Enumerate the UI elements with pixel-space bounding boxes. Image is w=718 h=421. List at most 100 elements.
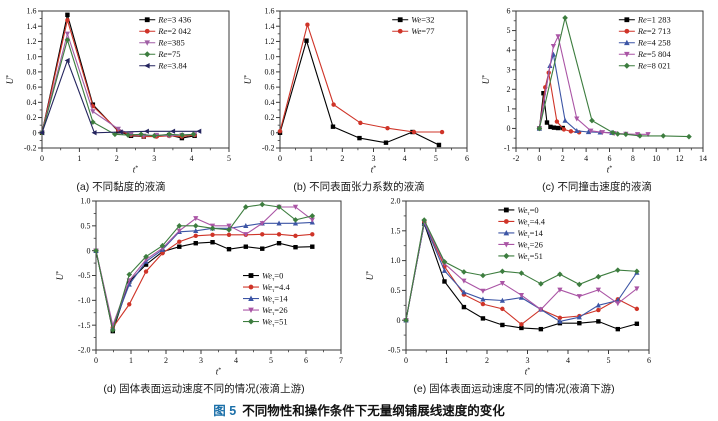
svg-text:5: 5 (434, 154, 438, 163)
svg-text:1: 1 (129, 356, 133, 365)
svg-text:Re=3.84: Re=3.84 (157, 61, 187, 71)
svg-text:Re=2 042: Re=2 042 (157, 26, 191, 36)
svg-text:1.5: 1.5 (391, 226, 401, 235)
y-axis-label: U* (243, 75, 253, 85)
figure-caption: 图 5 不同物性和操作条件下无量纲铺展线速度的变化 (0, 400, 718, 419)
chart-d: 0 1 2 3 4 5 6 7 -2.0 -1.5 -1.0 -0.5 0 0.5 1.0 t* U* Weτ=0… (54, 195, 354, 396)
series-0 (403, 221, 640, 332)
svg-text:5: 5 (507, 26, 511, 35)
svg-text:2: 2 (507, 85, 511, 94)
svg-text:Weτ=14: Weτ=14 (517, 228, 543, 240)
chart-e: 0 1 2 3 4 5 6 -0.5 0 0.5 1.0 1.5 2.0 t* U* Weτ=0 Weτ=4.4… (364, 195, 664, 396)
svg-text:1: 1 (77, 154, 81, 163)
svg-text:2.0: 2.0 (391, 197, 401, 206)
svg-text:1: 1 (507, 104, 511, 113)
svg-text:8: 8 (631, 154, 635, 163)
y-axis-label: U* (55, 271, 65, 281)
svg-text:Re=385: Re=385 (157, 38, 185, 48)
svg-text:0: 0 (404, 356, 408, 365)
svg-text:Weτ=51: Weτ=51 (262, 316, 288, 328)
svg-text:0.6: 0.6 (265, 83, 275, 92)
series-4 (536, 15, 692, 140)
series-1 (39, 17, 197, 139)
svg-text:5: 5 (269, 356, 273, 365)
svg-text:0: 0 (537, 154, 541, 163)
svg-text:1.4: 1.4 (27, 22, 37, 31)
svg-text:0.2: 0.2 (265, 113, 275, 122)
svg-text:6: 6 (608, 154, 612, 163)
svg-text:0: 0 (278, 154, 282, 163)
x-axis-label: t* (607, 165, 613, 175)
chart-d-canvas: 0 1 2 3 4 5 6 7 -2.0 -1.5 -1.0 -0.5 0 0.5 1.0 t* U* Weτ=0… (55, 197, 343, 377)
svg-text:6: 6 (465, 154, 469, 163)
svg-text:4: 4 (190, 154, 194, 163)
chart-c-subcaption: (c) 不同撞击速度的液滴 (542, 181, 652, 193)
bottom-row: 0 1 2 3 4 5 6 7 -2.0 -1.5 -1.0 -0.5 0 0.5 1.0 t* U* Weτ=0… (0, 195, 718, 396)
svg-text:Weτ=4.4: Weτ=4.4 (517, 216, 545, 228)
svg-text:3: 3 (199, 356, 203, 365)
svg-text:Re=5 804: Re=5 804 (637, 49, 672, 59)
svg-text:2: 2 (164, 356, 168, 365)
svg-text:0.8: 0.8 (27, 67, 37, 76)
svg-text:Weτ=0: Weτ=0 (517, 205, 538, 217)
svg-text:1.6: 1.6 (27, 7, 37, 16)
svg-text:-2: -2 (513, 154, 520, 163)
series-1 (277, 22, 445, 135)
svg-text:Weτ=4.4: Weτ=4.4 (262, 282, 290, 294)
svg-text:Weτ=26: Weτ=26 (517, 239, 543, 251)
svg-text:0.5: 0.5 (391, 286, 401, 295)
y-axis-label: U* (481, 75, 491, 85)
svg-text:Weτ=0: Weτ=0 (262, 270, 283, 282)
svg-text:Re=2 713: Re=2 713 (637, 26, 671, 36)
svg-text:We=32: We=32 (411, 15, 434, 25)
chart-e-subcaption: (e) 固体表面运动速度不同的情况(液滴下游) (413, 383, 615, 395)
svg-text:4: 4 (234, 356, 238, 365)
chart-b: 0 1 2 3 4 5 6 -0.2 0 0.2 0.4 0.6 0.8 1.0 1.2 1.4 1.6 t* U*… (242, 4, 476, 194)
svg-text:-1: -1 (504, 144, 511, 153)
chart-a: 0 1 2 3 4 5 -0.2 0 0.2 0.4 0.6 0.8 1.0 1.2 1.4 1.6 t* U* R… (4, 4, 238, 194)
svg-text:0: 0 (40, 154, 44, 163)
svg-text:3: 3 (507, 65, 511, 74)
svg-text:1.6: 1.6 (265, 7, 275, 16)
axes: 0 1 2 3 4 5 6-0.500.51.01.52.0 (388, 197, 651, 365)
svg-text:1.2: 1.2 (27, 37, 37, 46)
svg-text:1.2: 1.2 (265, 37, 275, 46)
figure-caption-text: 不同物性和操作条件下无量纲铺展线速度的变化 (242, 404, 505, 418)
svg-text:0.5: 0.5 (81, 221, 91, 230)
svg-text:Re=8 021: Re=8 021 (637, 61, 671, 71)
series-3 (39, 37, 197, 139)
chart-b-canvas: 0 1 2 3 4 5 6-0.200.20.40.60.81.01.21.41.6t*U*… (243, 7, 469, 175)
svg-text:6: 6 (647, 356, 651, 365)
svg-text:0: 0 (87, 246, 91, 255)
series-0 (277, 38, 442, 148)
x-axis-label: t* (371, 165, 377, 175)
svg-text:3: 3 (526, 356, 530, 365)
svg-text:-0.5: -0.5 (388, 346, 401, 355)
svg-text:-0.2: -0.2 (262, 144, 275, 153)
svg-text:10: 10 (652, 154, 660, 163)
svg-text:Re=4 258: Re=4 258 (637, 38, 671, 48)
svg-text:3: 3 (152, 154, 156, 163)
svg-text:Weτ=14: Weτ=14 (262, 293, 288, 305)
svg-text:2: 2 (561, 154, 565, 163)
svg-text:0: 0 (507, 124, 511, 133)
svg-text:4: 4 (403, 154, 407, 163)
svg-text:Re=1 283: Re=1 283 (637, 15, 671, 25)
figure-caption-prefix: 图 5 (213, 404, 237, 418)
svg-text:0.4: 0.4 (27, 98, 37, 107)
svg-text:-1.0: -1.0 (78, 296, 91, 305)
svg-text:1.0: 1.0 (391, 256, 401, 265)
svg-text:12: 12 (676, 154, 684, 163)
svg-text:0: 0 (397, 316, 401, 325)
svg-text:5: 5 (227, 154, 231, 163)
axes: 0 1 2 3 4 5 6-0.200.20.40.60.81.01.21.41.6 (262, 7, 469, 163)
svg-text:5: 5 (607, 356, 611, 365)
svg-text:1.0: 1.0 (81, 197, 91, 206)
svg-text:7: 7 (339, 356, 343, 365)
svg-text:-0.2: -0.2 (24, 144, 37, 153)
svg-text:Weτ=26: Weτ=26 (262, 305, 288, 317)
